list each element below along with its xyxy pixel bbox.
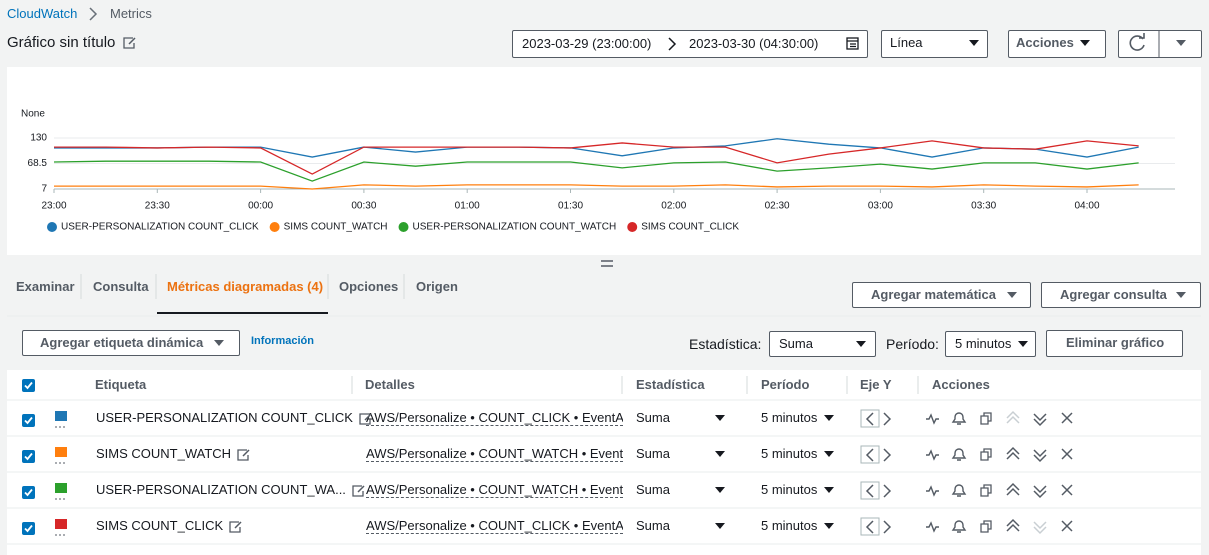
chart: None 7 68.5 130 23:00 23:30 00:00 00:30 01:00 01:… — [21, 109, 1175, 233]
period-value: 5 minutos — [955, 336, 1012, 351]
metric-label: SIMS COUNT_WATCH — [96, 446, 232, 461]
resize-handle — [601, 260, 613, 267]
metric-statistic: Suma — [636, 518, 670, 533]
tab[interactable]: Consulta — [93, 279, 149, 294]
metric-label: SIMS COUNT_CLICK — [96, 518, 224, 533]
x-tick-label: 03:30 — [971, 201, 996, 212]
time-range-picker[interactable] — [512, 30, 868, 58]
statistic-value: Suma — [779, 336, 813, 351]
column-header: Detalles — [365, 377, 415, 392]
series-line — [54, 140, 1139, 175]
column-header: Eje Y — [860, 377, 892, 392]
series-line — [54, 138, 1139, 158]
metric-details: AWS/Personalize • COUNT_CLICK • EventAtt… — [366, 518, 623, 534]
metric-period: 5 minutos — [761, 446, 818, 461]
legend-label: SIMS COUNT_WATCH — [284, 222, 388, 233]
column-header: Estadística — [636, 377, 705, 392]
edit-icon — [123, 37, 135, 49]
edit-icon-pen — [128, 37, 136, 45]
x-tick-label: 23:30 — [145, 201, 170, 212]
tab[interactable]: Métricas diagramadas (4) — [167, 279, 324, 294]
tab[interactable]: Examinar — [16, 279, 75, 294]
breadcrumb-current: Metrics — [110, 6, 152, 21]
refresh-button[interactable] — [1118, 30, 1202, 58]
legend-label: USER-PERSONALIZATION COUNT_WATCH — [413, 222, 617, 233]
y-tick-label: 68.5 — [28, 158, 48, 169]
x-tick-label: 00:30 — [351, 201, 376, 212]
info-link[interactable]: Información — [251, 335, 314, 347]
statistic-label: Estadística: — [689, 336, 762, 352]
dynamic-label-button[interactable] — [22, 330, 240, 356]
metric-label: USER-PERSONALIZATION COUNT_WA... — [96, 482, 346, 497]
x-tick-label: 01:30 — [558, 201, 583, 212]
x-tick-label: 02:30 — [765, 201, 790, 212]
x-tick-label: 00:00 — [248, 201, 273, 212]
legend-swatch — [398, 222, 409, 232]
legend-swatch — [47, 222, 57, 232]
y-axis-label: None — [21, 109, 45, 120]
series-swatch — [55, 447, 67, 457]
metric-period: 5 minutos — [761, 410, 818, 425]
x-tick-label: 01:00 — [455, 201, 480, 212]
metric-label: USER-PERSONALIZATION COUNT_CLICK — [96, 410, 353, 425]
x-tick-label: 04:00 — [1074, 201, 1099, 212]
legend-label: USER-PERSONALIZATION COUNT_CLICK — [61, 222, 259, 233]
legend-swatch — [269, 222, 280, 232]
delete-graph-label: Eliminar gráfico — [1066, 335, 1165, 350]
tab-action-label: Agregar matemática — [871, 287, 996, 302]
column-header: Período — [761, 377, 810, 392]
y-tick-label: 7 — [41, 184, 47, 195]
metric-statistic: Suma — [636, 410, 670, 425]
legend-label: SIMS COUNT_CLICK — [641, 222, 739, 233]
dynamic-label-text: Agregar etiqueta dinámica — [40, 335, 204, 350]
column-header: Etiqueta — [95, 377, 147, 392]
breadcrumb-link[interactable]: CloudWatch — [7, 6, 78, 21]
metric-period: 5 minutos — [761, 482, 818, 497]
column-header: Acciones — [932, 377, 990, 392]
table-panel — [7, 370, 1201, 555]
metric-period: 5 minutos — [761, 518, 818, 533]
x-tick-label: 03:00 — [868, 201, 893, 212]
metric-statistic: Suma — [636, 446, 670, 461]
legend-swatch — [627, 222, 638, 232]
tab[interactable]: Origen — [416, 279, 458, 294]
page-title: Gráfico sin título — [7, 34, 116, 51]
actions-label: Acciones — [1016, 35, 1074, 50]
tab-action-button[interactable] — [1041, 282, 1201, 308]
series-swatch — [55, 519, 67, 529]
tab-action-label: Agregar consulta — [1060, 287, 1167, 302]
series-line — [53, 160, 1139, 182]
delete-graph-button[interactable] — [1046, 330, 1183, 357]
series-swatch — [55, 483, 67, 493]
x-tick-label: 02:00 — [661, 201, 686, 212]
metric-details: AWS/Personalize • COUNT_WATCH • EventAt — [366, 482, 623, 498]
time-start: 2023-03-29 (23:00:00) — [522, 36, 652, 51]
tab[interactable]: Opciones — [339, 279, 399, 294]
view-value: Línea — [890, 35, 923, 50]
series-swatch — [55, 411, 67, 421]
metric-details: AWS/Personalize • COUNT_WATCH • EventAt — [366, 446, 623, 462]
y-tick-label: 130 — [30, 133, 47, 144]
time-end: 2023-03-30 (04:30:00) — [689, 36, 819, 51]
period-label: Período: — [886, 336, 939, 352]
tab-action-button[interactable] — [852, 282, 1031, 308]
metric-statistic: Suma — [636, 482, 670, 497]
breadcrumb-separator — [89, 7, 98, 21]
series-line — [54, 184, 1139, 190]
x-tick-label: 23:00 — [41, 201, 66, 212]
active-tab-indicator — [157, 312, 328, 314]
metric-details: AWS/Personalize • COUNT_CLICK • EventAtt… — [366, 410, 623, 426]
